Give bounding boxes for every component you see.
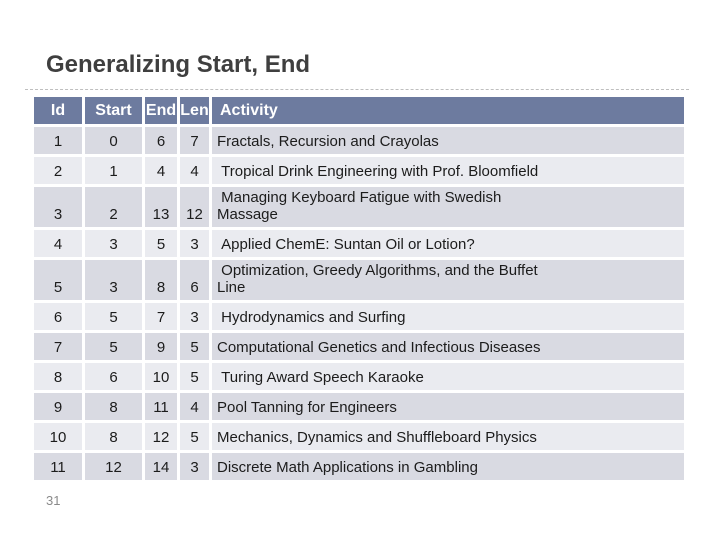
cell-id: 3 xyxy=(34,187,82,227)
cell-start: 8 xyxy=(85,393,142,420)
cell-end: 8 xyxy=(145,260,177,300)
cell-end: 4 xyxy=(145,157,177,184)
cell-id: 9 xyxy=(34,393,82,420)
cell-end: 9 xyxy=(145,333,177,360)
cell-start: 6 xyxy=(85,363,142,390)
cell-activity: Managing Keyboard Fatigue with Swedish M… xyxy=(212,187,684,227)
cell-id: 1 xyxy=(34,127,82,154)
cell-end: 5 xyxy=(145,230,177,257)
cell-end: 7 xyxy=(145,303,177,330)
header-cell-start: Start xyxy=(85,97,142,124)
cell-activity: Optimization, Greedy Algorithms, and the… xyxy=(212,260,684,300)
cell-len: 7 xyxy=(180,127,209,154)
cell-activity: Discrete Math Applications in Gambling xyxy=(212,453,684,480)
slide-page-number: 31 xyxy=(46,493,61,508)
cell-id: 11 xyxy=(34,453,82,480)
cell-activity: Hydrodynamics and Surfing xyxy=(212,303,684,330)
cell-len: 3 xyxy=(180,303,209,330)
cell-activity: Applied ChemE: Suntan Oil or Lotion? xyxy=(212,230,684,257)
header-cell-len: Len xyxy=(180,97,209,124)
cell-end: 12 xyxy=(145,423,177,450)
cell-id: 4 xyxy=(34,230,82,257)
cell-len: 3 xyxy=(180,453,209,480)
cell-end: 14 xyxy=(145,453,177,480)
cell-len: 4 xyxy=(180,157,209,184)
header-cell-activity: Activity xyxy=(212,97,684,124)
activities-table: Id Start End Len Activity 1 0 6 7 Fracta… xyxy=(34,97,684,480)
cell-id: 7 xyxy=(34,333,82,360)
cell-start: 2 xyxy=(85,187,142,227)
cell-start: 5 xyxy=(85,333,142,360)
cell-activity: Tropical Drink Engineering with Prof. Bl… xyxy=(212,157,684,184)
cell-activity: Mechanics, Dynamics and Shuffleboard Phy… xyxy=(212,423,684,450)
cell-start: 5 xyxy=(85,303,142,330)
cell-start: 0 xyxy=(85,127,142,154)
cell-end: 10 xyxy=(145,363,177,390)
cell-activity: Fractals, Recursion and Crayolas xyxy=(212,127,684,154)
cell-start: 3 xyxy=(85,230,142,257)
header-cell-id: Id xyxy=(34,97,82,124)
cell-len: 12 xyxy=(180,187,209,227)
cell-id: 8 xyxy=(34,363,82,390)
cell-len: 5 xyxy=(180,333,209,360)
title-divider xyxy=(25,89,689,90)
cell-start: 8 xyxy=(85,423,142,450)
cell-id: 2 xyxy=(34,157,82,184)
cell-end: 11 xyxy=(145,393,177,420)
cell-id: 5 xyxy=(34,260,82,300)
cell-start: 3 xyxy=(85,260,142,300)
cell-activity: Turing Award Speech Karaoke xyxy=(212,363,684,390)
header-cell-end: End xyxy=(145,97,177,124)
cell-start: 1 xyxy=(85,157,142,184)
cell-len: 3 xyxy=(180,230,209,257)
slide-title: Generalizing Start, End xyxy=(46,51,311,78)
cell-start: 12 xyxy=(85,453,142,480)
cell-len: 5 xyxy=(180,363,209,390)
cell-end: 13 xyxy=(145,187,177,227)
cell-end: 6 xyxy=(145,127,177,154)
cell-id: 6 xyxy=(34,303,82,330)
cell-id: 10 xyxy=(34,423,82,450)
cell-activity: Pool Tanning for Engineers xyxy=(212,393,684,420)
cell-len: 5 xyxy=(180,423,209,450)
cell-len: 4 xyxy=(180,393,209,420)
cell-len: 6 xyxy=(180,260,209,300)
cell-activity: Computational Genetics and Infectious Di… xyxy=(212,333,684,360)
